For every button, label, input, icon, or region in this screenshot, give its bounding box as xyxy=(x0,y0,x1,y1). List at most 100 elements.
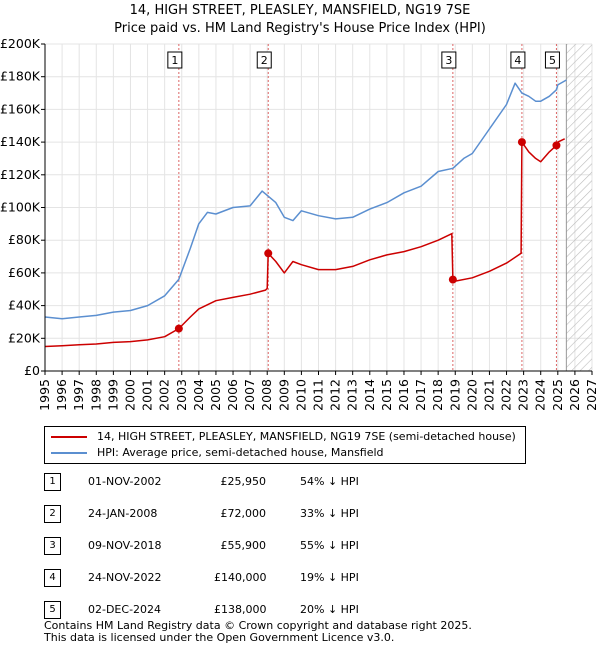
forecast-hatch xyxy=(566,44,592,371)
y-tick-label: £80K xyxy=(8,232,41,247)
sale-price: £25,950 xyxy=(220,475,267,488)
sale-number-badge: 2 xyxy=(44,505,61,523)
sale-marker-box xyxy=(167,51,183,69)
hpi-line xyxy=(44,79,567,320)
sale-number-badge: 4 xyxy=(44,569,61,587)
sale-row: 1 01-NOV-2002 £25,950 54% ↓ HPI xyxy=(44,473,444,493)
y-axis-ticks: £0 £20K £40K £60K £80K £100K £120K £140K £160K £1… xyxy=(0,36,45,378)
property-price-line xyxy=(44,138,566,348)
y-tick-label: £200K xyxy=(0,36,41,51)
sale-marker-label: 4 xyxy=(514,54,521,67)
footer: Contains HM Land Registry data © Crown c… xyxy=(44,620,472,644)
x-tick-label: 2016 xyxy=(396,379,411,411)
legend-item-property: 14, HIGH STREET, PLEASLEY, MANSFIELD, NG… xyxy=(51,429,516,445)
sale-marker-labels: 1 2 3 4 5 xyxy=(167,51,560,69)
legend-swatch-property xyxy=(51,436,87,438)
sale-hpi-diff: 54% ↓ HPI xyxy=(300,475,359,488)
sale-point xyxy=(552,141,561,150)
y-tick-label: £40K xyxy=(8,298,41,313)
sale-hpi-diff: 19% ↓ HPI xyxy=(300,571,359,584)
x-tick-label: 1998 xyxy=(88,379,103,411)
sale-marker-lines xyxy=(178,44,557,371)
legend-label-property: 14, HIGH STREET, PLEASLEY, MANSFIELD, NG… xyxy=(97,430,516,443)
footer-copyright: Contains HM Land Registry data © Crown c… xyxy=(44,619,472,632)
sale-marker-label: 1 xyxy=(171,54,178,67)
x-tick-label: 2007 xyxy=(242,379,257,411)
x-tick-label: 2011 xyxy=(311,379,326,411)
sale-number-badge: 1 xyxy=(44,473,61,491)
x-tick-label: 2027 xyxy=(584,379,599,411)
x-tick-label: 2024 xyxy=(533,379,548,411)
sale-marker: 1 xyxy=(167,51,183,69)
sale-marker: 5 xyxy=(544,51,560,69)
sale-point xyxy=(174,324,183,333)
sale-hpi-diff: 33% ↓ HPI xyxy=(300,507,359,520)
sale-hpi-diff: 55% ↓ HPI xyxy=(300,539,359,552)
sale-date: 09-NOV-2018 xyxy=(88,539,162,552)
series-lines xyxy=(44,79,567,348)
legend-label-hpi: HPI: Average price, semi-detached house,… xyxy=(97,446,384,459)
y-tick-label: £100K xyxy=(0,200,41,215)
sale-price: £140,000 xyxy=(214,571,267,584)
sale-marker-box xyxy=(510,51,526,69)
x-tick-label: 2022 xyxy=(499,379,514,411)
sale-marker-label: 3 xyxy=(445,54,452,67)
sale-price: £138,000 xyxy=(214,603,267,616)
x-tick-label: 2017 xyxy=(413,379,428,411)
chart-title-line1: 14, HIGH STREET, PLEASLEY, MANSFIELD, NG… xyxy=(129,3,471,18)
x-tick-label: 2001 xyxy=(140,379,155,411)
sale-marker: 3 xyxy=(441,51,457,69)
x-tick-label: 2006 xyxy=(225,379,240,411)
x-tick-label: 2013 xyxy=(345,379,360,411)
y-tick-label: £160K xyxy=(0,101,41,116)
sale-row: 2 24-JAN-2008 £72,000 33% ↓ HPI xyxy=(44,505,444,525)
sale-row: 3 09-NOV-2018 £55,900 55% ↓ HPI xyxy=(44,537,444,557)
sale-marker-label: 2 xyxy=(261,54,268,67)
legend: 14, HIGH STREET, PLEASLEY, MANSFIELD, NG… xyxy=(44,426,526,464)
sale-marker: 2 xyxy=(256,51,272,69)
x-tick-label: 2002 xyxy=(157,379,172,411)
legend-item-hpi: HPI: Average price, semi-detached house,… xyxy=(51,445,384,461)
x-tick-label: 2019 xyxy=(447,379,462,411)
footer-licence: This data is licensed under the Open Gov… xyxy=(44,631,395,644)
y-tick-label: £20K xyxy=(8,330,41,345)
forecast-region xyxy=(565,44,592,371)
sale-price: £55,900 xyxy=(220,539,267,552)
chart-title: 14, HIGH STREET, PLEASLEY, MANSFIELD, NG… xyxy=(0,2,600,38)
sale-date: 24-NOV-2022 xyxy=(88,571,162,584)
sale-date: 01-NOV-2002 xyxy=(88,475,162,488)
sale-marker-box xyxy=(544,51,560,69)
sale-points xyxy=(174,138,561,333)
sale-marker: 4 xyxy=(510,51,526,69)
x-tick-label: 2004 xyxy=(191,379,206,411)
x-tick-label: 2003 xyxy=(174,379,189,411)
x-tick-label: 1995 xyxy=(37,379,52,411)
x-tick-label: 2014 xyxy=(362,379,377,411)
x-tick-label: 2008 xyxy=(259,379,274,411)
sale-point xyxy=(264,249,273,258)
sale-price: £72,000 xyxy=(220,507,267,520)
x-tick-label: 2000 xyxy=(122,379,137,411)
x-axis-ticks: 1995 1996 1997 1998 1999 2000 2001 2002 2003 2004… xyxy=(37,371,599,411)
sale-date: 02-DEC-2024 xyxy=(88,603,162,616)
x-tick-label: 2005 xyxy=(208,379,223,411)
y-tick-label: £60K xyxy=(8,265,41,280)
chart-subtitle: Price paid vs. HM Land Registry's House … xyxy=(114,21,486,36)
x-tick-label: 1997 xyxy=(71,379,86,411)
y-tick-label: £180K xyxy=(0,69,41,84)
legend-swatch-hpi xyxy=(51,452,87,454)
sale-number-badge: 3 xyxy=(44,537,61,555)
y-tick-label: £0 xyxy=(24,363,40,378)
x-tick-label: 1999 xyxy=(105,379,120,411)
grid xyxy=(44,43,593,372)
sale-point xyxy=(517,138,526,147)
sale-marker-box xyxy=(256,51,272,69)
x-tick-label: 2025 xyxy=(550,379,565,411)
x-tick-label: 2015 xyxy=(379,379,394,411)
sale-row: 4 24-NOV-2022 £140,000 19% ↓ HPI xyxy=(44,569,444,589)
sale-row: 5 02-DEC-2024 £138,000 20% ↓ HPI xyxy=(44,601,444,621)
x-tick-label: 2009 xyxy=(276,379,291,411)
sale-hpi-diff: 20% ↓ HPI xyxy=(300,603,359,616)
x-tick-label: 1996 xyxy=(54,379,69,411)
